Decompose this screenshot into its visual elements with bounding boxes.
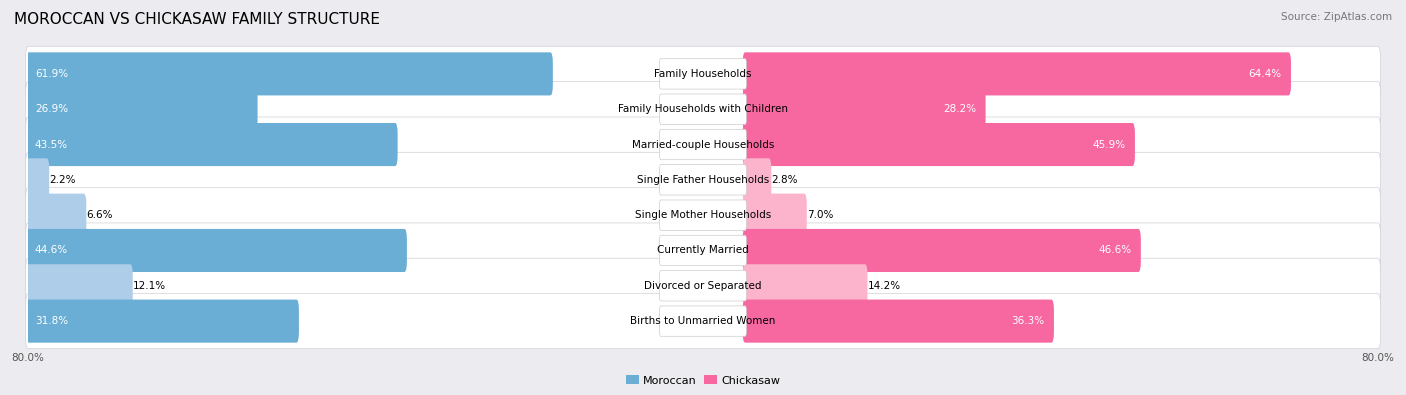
Text: 28.2%: 28.2% (943, 104, 976, 114)
Text: 6.6%: 6.6% (86, 210, 112, 220)
Text: Source: ZipAtlas.com: Source: ZipAtlas.com (1281, 12, 1392, 22)
FancyBboxPatch shape (25, 223, 1381, 278)
FancyBboxPatch shape (25, 264, 132, 307)
FancyBboxPatch shape (742, 264, 868, 307)
FancyBboxPatch shape (742, 194, 807, 237)
FancyBboxPatch shape (659, 235, 747, 266)
Text: 31.8%: 31.8% (35, 316, 67, 326)
FancyBboxPatch shape (25, 194, 86, 237)
FancyBboxPatch shape (25, 117, 1381, 172)
Text: 12.1%: 12.1% (132, 281, 166, 291)
FancyBboxPatch shape (25, 293, 1381, 349)
Text: Family Households with Children: Family Households with Children (619, 104, 787, 114)
Text: 14.2%: 14.2% (868, 281, 901, 291)
Text: 26.9%: 26.9% (35, 104, 67, 114)
Text: 45.9%: 45.9% (1092, 139, 1126, 150)
FancyBboxPatch shape (742, 229, 1140, 272)
Text: 7.0%: 7.0% (807, 210, 834, 220)
FancyBboxPatch shape (25, 158, 49, 201)
Text: 2.8%: 2.8% (772, 175, 797, 185)
Legend: Moroccan, Chickasaw: Moroccan, Chickasaw (621, 371, 785, 390)
FancyBboxPatch shape (25, 82, 1381, 137)
Text: 36.3%: 36.3% (1011, 316, 1045, 326)
Text: MOROCCAN VS CHICKASAW FAMILY STRUCTURE: MOROCCAN VS CHICKASAW FAMILY STRUCTURE (14, 12, 380, 27)
FancyBboxPatch shape (742, 299, 1054, 342)
FancyBboxPatch shape (659, 200, 747, 230)
FancyBboxPatch shape (742, 88, 986, 131)
FancyBboxPatch shape (659, 129, 747, 160)
Text: Currently Married: Currently Married (657, 245, 749, 256)
FancyBboxPatch shape (25, 152, 1381, 207)
FancyBboxPatch shape (742, 53, 1291, 96)
FancyBboxPatch shape (25, 123, 398, 166)
Text: Divorced or Separated: Divorced or Separated (644, 281, 762, 291)
FancyBboxPatch shape (25, 88, 257, 131)
Text: Single Father Households: Single Father Households (637, 175, 769, 185)
FancyBboxPatch shape (659, 306, 747, 336)
Text: Married-couple Households: Married-couple Households (631, 139, 775, 150)
Text: 61.9%: 61.9% (35, 69, 67, 79)
FancyBboxPatch shape (659, 59, 747, 89)
FancyBboxPatch shape (25, 46, 1381, 102)
FancyBboxPatch shape (742, 158, 772, 201)
FancyBboxPatch shape (25, 258, 1381, 313)
FancyBboxPatch shape (25, 188, 1381, 243)
FancyBboxPatch shape (25, 229, 406, 272)
FancyBboxPatch shape (659, 94, 747, 124)
Text: Family Households: Family Households (654, 69, 752, 79)
Text: 44.6%: 44.6% (35, 245, 67, 256)
Text: 43.5%: 43.5% (35, 139, 67, 150)
Text: 64.4%: 64.4% (1249, 69, 1282, 79)
Text: 2.2%: 2.2% (49, 175, 76, 185)
Text: Births to Unmarried Women: Births to Unmarried Women (630, 316, 776, 326)
FancyBboxPatch shape (742, 123, 1135, 166)
FancyBboxPatch shape (659, 165, 747, 195)
FancyBboxPatch shape (25, 299, 299, 342)
Text: 46.6%: 46.6% (1098, 245, 1132, 256)
FancyBboxPatch shape (659, 271, 747, 301)
Text: Single Mother Households: Single Mother Households (636, 210, 770, 220)
FancyBboxPatch shape (25, 53, 553, 96)
